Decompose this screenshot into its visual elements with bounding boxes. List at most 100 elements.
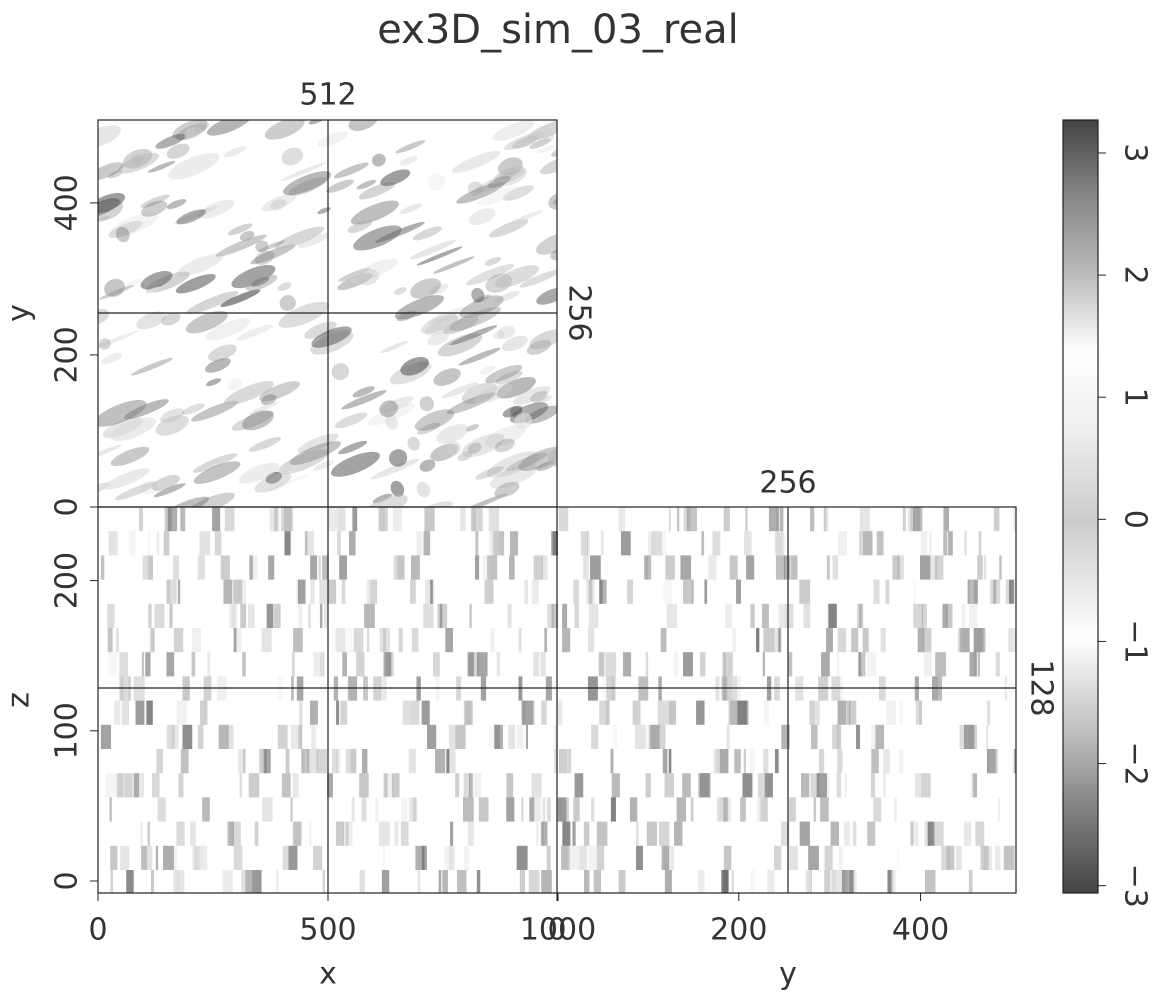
texture-streak [736, 579, 742, 604]
texture-streak [980, 845, 989, 870]
texture-streak [199, 845, 208, 870]
texture-streak [809, 700, 815, 725]
texture-streak [135, 700, 145, 725]
texture-streak [610, 797, 616, 822]
texture-blob [539, 155, 557, 175]
texture-blob [124, 399, 169, 420]
texture-streak [883, 749, 890, 774]
texture-streak [100, 724, 112, 749]
chart-title: ex3D_sim_03_real [377, 7, 738, 53]
texture-streak [935, 652, 946, 677]
texture-streak [969, 579, 974, 604]
texture-streak [663, 579, 673, 604]
texture-blob [98, 284, 135, 300]
texture-streak [887, 870, 893, 893]
texture-streak [820, 797, 829, 822]
texture-streak [438, 870, 445, 893]
texture-streak [288, 845, 298, 870]
texture-streak [423, 531, 431, 556]
texture-streak [995, 652, 1000, 677]
texture-streak [586, 531, 590, 556]
texture-blob [485, 273, 513, 293]
texture-streak [540, 821, 545, 846]
texture-streak [557, 700, 563, 725]
texture-streak [986, 724, 989, 749]
texture-streak [964, 724, 975, 749]
texture-streak [836, 652, 840, 677]
texture-blob [496, 376, 536, 399]
texture-blob [197, 199, 235, 219]
texture-blob [167, 153, 220, 180]
texture-blob [104, 278, 125, 297]
texture-blob [548, 192, 557, 210]
texture-streak [593, 870, 602, 893]
texture-streak [673, 821, 683, 846]
texture-blob [317, 131, 348, 147]
texture-blob [338, 267, 370, 282]
texture-streak [761, 603, 769, 628]
texture-streak [958, 628, 969, 653]
texture-streak [149, 628, 155, 653]
texture-streak [292, 773, 299, 798]
texture-streak [450, 821, 454, 846]
texture-streak [313, 845, 323, 870]
texture-streak [700, 652, 706, 677]
texture-streak [448, 724, 457, 749]
texture-streak [880, 628, 886, 653]
texture-streak [831, 870, 836, 893]
texture-blob [443, 316, 479, 335]
texture-blob [186, 291, 239, 314]
texture-streak [223, 579, 233, 604]
texture-blob [503, 131, 544, 151]
texture-streak [756, 628, 760, 653]
texture-streak [666, 603, 678, 628]
texture-blob [141, 200, 168, 217]
texture-streak [142, 555, 153, 580]
texture-streak [202, 797, 210, 822]
texture-streak [824, 845, 833, 870]
texture-blob [155, 415, 189, 436]
texture-streak [150, 628, 155, 653]
texture-streak [859, 531, 862, 556]
texture-blob [227, 223, 253, 236]
texture-streak [620, 531, 631, 556]
colorbar-tick-label: −2 [1118, 741, 1153, 785]
texture-blob [400, 203, 423, 214]
texture-streak [972, 773, 978, 798]
texture-streak [698, 870, 705, 893]
texture-streak [304, 531, 308, 556]
texture-streak [572, 821, 576, 846]
texture-streak [574, 773, 584, 798]
texture-streak [970, 773, 975, 798]
texture-streak [851, 628, 859, 653]
texture-streak [173, 845, 178, 870]
texture-streak [110, 870, 113, 893]
texture-streak [997, 797, 1001, 822]
texture-streak [133, 773, 140, 798]
texture-blob [489, 463, 538, 489]
texture-streak [157, 797, 166, 822]
texture-streak [476, 870, 481, 893]
texture-streak [230, 821, 241, 846]
texture-streak [803, 603, 811, 628]
texture-streak [318, 555, 321, 580]
texture-blob [432, 256, 475, 274]
texture-blob [242, 410, 274, 431]
texture-blob [130, 357, 173, 376]
texture-streak [999, 555, 1002, 580]
texture-streak [1008, 628, 1016, 653]
texture-streak [268, 555, 275, 580]
texture-streak [108, 531, 118, 556]
texture-blob [468, 208, 496, 226]
texture-blob [227, 378, 243, 391]
texture-streak [324, 603, 327, 628]
texture-streak [790, 555, 798, 580]
texture-streak [943, 531, 948, 556]
texture-streak [439, 603, 443, 628]
texture-blob [191, 400, 239, 422]
texture-streak [677, 507, 680, 532]
texture-streak [378, 821, 390, 846]
texture-streak [170, 579, 177, 604]
texture-streak [316, 749, 327, 774]
texture-streak [831, 724, 840, 749]
